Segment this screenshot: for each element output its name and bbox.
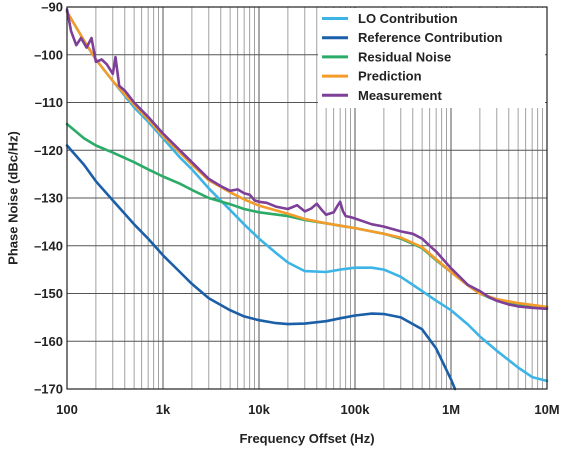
y-tick-label: –170: [34, 382, 63, 397]
x-tick-label: 100: [56, 402, 78, 417]
series-line-lo-contribution: [65, 10, 549, 383]
x-tick-label: 10k: [248, 402, 270, 417]
x-tick-label: 1M: [442, 402, 460, 417]
x-tick-label: 100k: [341, 402, 371, 417]
series-line-reference-contribution: [65, 144, 457, 391]
legend-label-lo-contribution: LO Contribution: [358, 11, 458, 26]
y-tick-labels: –90 –100 –110 –120 –130 –140 –150 –160 –170: [34, 0, 63, 397]
series-lines: [65, 8, 549, 391]
legend-label-measurement: Measurement: [358, 88, 442, 103]
y-tick-label: –150: [34, 286, 63, 301]
y-axis-label: Phase Noise (dBc/Hz): [6, 131, 21, 265]
y-tick-label: –130: [34, 191, 63, 206]
y-tick-label: –90: [41, 0, 63, 15]
legend: LO Contribution Reference Contribution Res…: [318, 8, 545, 108]
y-tick-label: –140: [34, 238, 63, 253]
x-tick-label: 1k: [156, 402, 171, 417]
y-tick-label: –100: [34, 47, 63, 62]
series-line-prediction: [65, 10, 549, 309]
legend-background: [318, 8, 545, 108]
series-line-residual-noise: [65, 122, 549, 310]
series-line-measurement: [65, 8, 549, 311]
x-tick-label: 10M: [534, 402, 559, 417]
legend-label-prediction: Prediction: [358, 69, 422, 84]
x-tick-labels: 100 1k 10k 100k 1M 10M: [56, 402, 560, 417]
legend-label-residual-noise: Residual Noise: [358, 49, 451, 64]
plot-frame: [66, 6, 548, 390]
y-tick-label: –160: [34, 334, 63, 349]
y-tick-label: –120: [34, 143, 63, 158]
y-tick-label: –110: [35, 95, 63, 110]
x-axis-label: Frequency Offset (Hz): [239, 431, 374, 446]
legend-label-reference-contribution: Reference Contribution: [358, 30, 503, 45]
